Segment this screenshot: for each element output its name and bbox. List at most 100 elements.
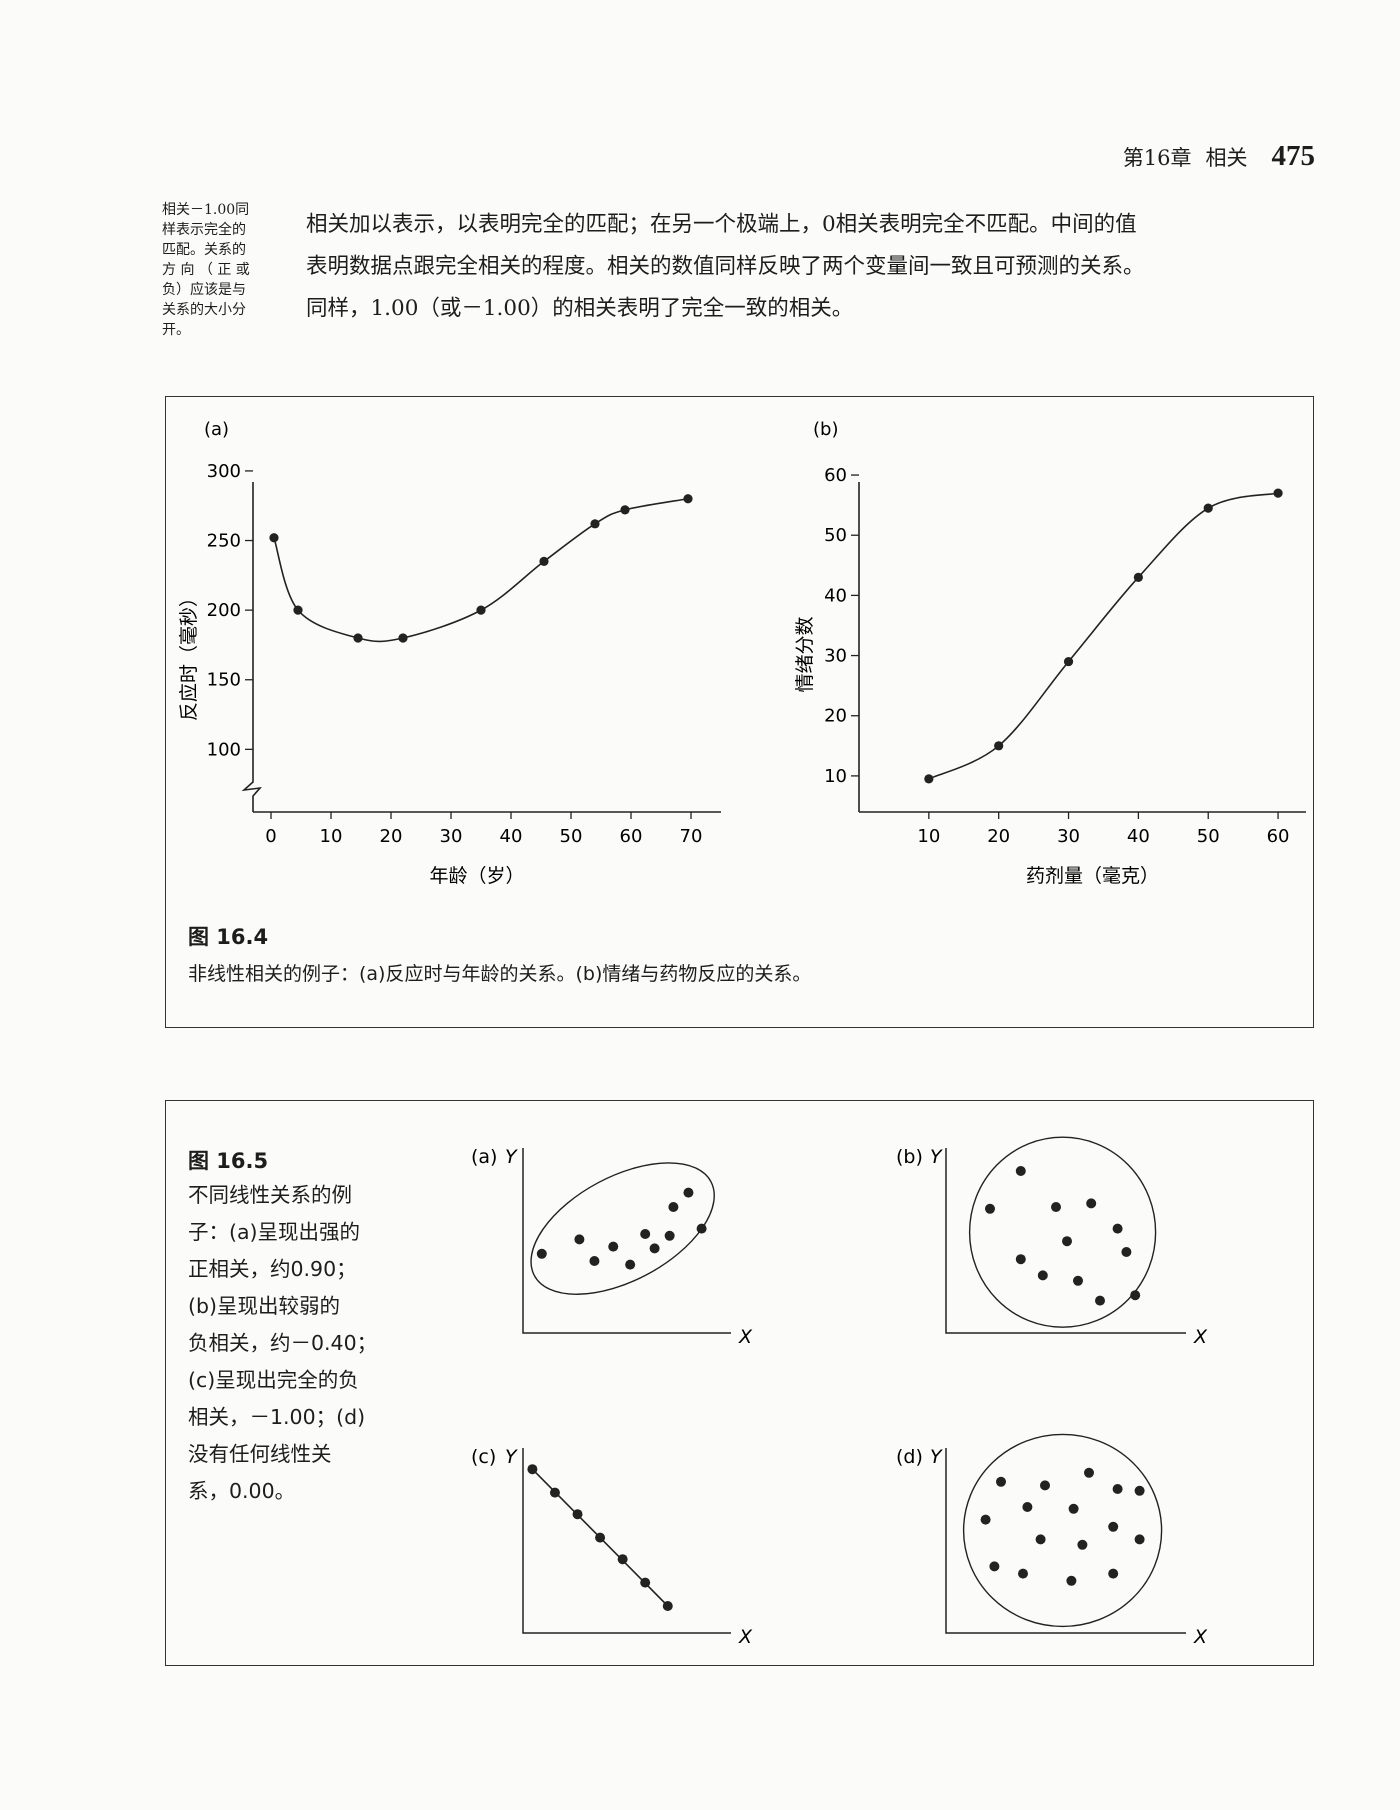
- y-tick-label: 250: [207, 531, 241, 552]
- data-point: [595, 1532, 606, 1543]
- data-point: [640, 1577, 651, 1588]
- y-axis-with-break: [241, 482, 262, 812]
- x-axis-label: X: [738, 1326, 753, 1348]
- x-tick-label: 40: [500, 826, 523, 847]
- series-line: [928, 492, 1279, 780]
- data-point: [980, 1514, 991, 1525]
- margin-note: 相关－1.00同 样表示完全的 匹配。关系的 方 向 （ 正 或 负）应该是与 …: [162, 200, 278, 340]
- data-point: [696, 1223, 707, 1234]
- data-point: [1108, 1568, 1119, 1579]
- figure-16-5-title: 图 16.5: [188, 1149, 269, 1173]
- data-point: [1015, 1254, 1026, 1265]
- y-tick-label: 30: [824, 646, 847, 667]
- caption-line: 系，0.00。: [188, 1479, 296, 1503]
- cluster-outline: [530, 1162, 715, 1295]
- axes: [945, 1148, 1186, 1334]
- x-tick-label: 30: [1057, 826, 1080, 847]
- x-axis-label: X: [738, 1626, 753, 1648]
- margin-note-line: 负）应该是与: [162, 282, 246, 298]
- data-point: [1084, 1467, 1094, 1478]
- data-point: [539, 556, 549, 567]
- data-point: [1133, 572, 1143, 582]
- data-point: [1130, 1290, 1141, 1301]
- data-point: [1018, 1568, 1028, 1579]
- scatter-panel-b: (b) Y X: [896, 1136, 1208, 1348]
- data-point: [640, 1229, 651, 1239]
- x-tick-label: 40: [1127, 826, 1150, 847]
- axes: [945, 1448, 1186, 1634]
- figure-16-4-title: 图 16.4: [188, 925, 269, 949]
- data-point: [1040, 1480, 1050, 1491]
- data-point: [1022, 1502, 1033, 1512]
- body-line: 同样，1.00（或－1.00）的相关表明了完全一致的相关。: [306, 296, 854, 321]
- data-point: [1051, 1202, 1061, 1212]
- y-tick-label: 60: [824, 465, 847, 486]
- x-tick-label: 30: [440, 826, 463, 847]
- data-point: [476, 605, 486, 615]
- panel-a-label: (a): [204, 419, 229, 440]
- y-tick-label: 150: [207, 670, 241, 691]
- scatter-panel-a: (a) Y X: [471, 1146, 753, 1348]
- margin-note-line: 相关－1.00同: [162, 202, 250, 218]
- panel-label: (a): [471, 1146, 497, 1168]
- figure-16-5-charts: (a) Y X (b) Y X (c) Y X (d) Y X: [471, 1136, 1208, 1648]
- data-point: [1121, 1247, 1132, 1257]
- data-point: [1108, 1521, 1119, 1532]
- data-point: [353, 633, 363, 643]
- y-axis-label: Y: [930, 1446, 943, 1468]
- data-point: [1203, 503, 1213, 513]
- data-point: [924, 774, 934, 784]
- body-line: 相关加以表示，以表明完全的匹配；在另一个极端上，0相关表明完全不匹配。中间的值: [306, 212, 1137, 237]
- data-point: [1112, 1223, 1123, 1234]
- data-point: [1112, 1484, 1123, 1494]
- data-point: [1063, 656, 1074, 667]
- x-tick-label: 60: [620, 826, 643, 847]
- x-tick-label: 10: [320, 826, 343, 847]
- figure-16-4: (a) (b) 0 10 20 30 40 50 60 70 100 150 200 250 300 年龄（岁…: [165, 396, 1314, 1028]
- x-axis-label: X: [1193, 1626, 1208, 1648]
- x-tick-label: 0: [265, 826, 276, 847]
- data-point: [683, 494, 693, 504]
- x-axis-title: 药剂量（毫克）: [1026, 865, 1159, 887]
- data-point: [1073, 1275, 1083, 1286]
- panel-label: (c): [471, 1446, 496, 1468]
- x-tick-label: 60: [1267, 826, 1290, 847]
- y-tick-label: 20: [824, 706, 847, 727]
- y-tick-label: 300: [207, 461, 241, 482]
- panel-label: (b): [896, 1146, 923, 1168]
- x-tick-label: 50: [560, 826, 583, 847]
- caption-line: 负相关，约－0.40；: [188, 1331, 378, 1355]
- data-point: [1086, 1198, 1097, 1209]
- data-point: [662, 1601, 673, 1611]
- data-point: [1062, 1236, 1072, 1247]
- data-point: [590, 519, 600, 529]
- data-point: [1077, 1539, 1088, 1550]
- x-tick-label: 10: [917, 826, 940, 847]
- axes: [522, 1148, 731, 1334]
- y-axis-title: 反应时（毫秒）: [178, 588, 200, 721]
- margin-note-line: 开。: [162, 322, 190, 338]
- x-tick-label: 20: [987, 826, 1010, 847]
- data-point: [398, 633, 408, 643]
- data-point: [269, 533, 279, 543]
- section-label: 相关: [1205, 146, 1248, 170]
- y-axis-label: Y: [930, 1146, 943, 1168]
- panel-label: (d): [896, 1446, 923, 1468]
- caption-line: 相关，－1.00；(d): [188, 1405, 366, 1429]
- data-point: [1273, 488, 1283, 498]
- data-point: [1068, 1503, 1079, 1514]
- data-point: [668, 1202, 679, 1212]
- margin-note-line: 匹配。关系的: [162, 242, 246, 258]
- series-line: [273, 497, 689, 643]
- margin-note-line: 关系的大小分: [162, 302, 246, 318]
- y-axis-label: Y: [505, 1446, 518, 1468]
- chart-a: 0 10 20 30 40 50 60 70 100 150 200 250 300 年龄（岁） 反应时（毫…: [178, 461, 721, 887]
- data-point: [1037, 1270, 1048, 1281]
- data-point: [994, 741, 1004, 751]
- data-point: [1095, 1295, 1105, 1306]
- body-line: 表明数据点跟完全相关的程度。相关的数值同样反映了两个变量间一致且可预测的关系。: [306, 254, 1145, 279]
- chapter-label: 第16章: [1122, 146, 1192, 170]
- data-point: [683, 1187, 694, 1198]
- caption-line: (b)呈现出较弱的: [188, 1294, 341, 1318]
- data-point: [293, 605, 303, 615]
